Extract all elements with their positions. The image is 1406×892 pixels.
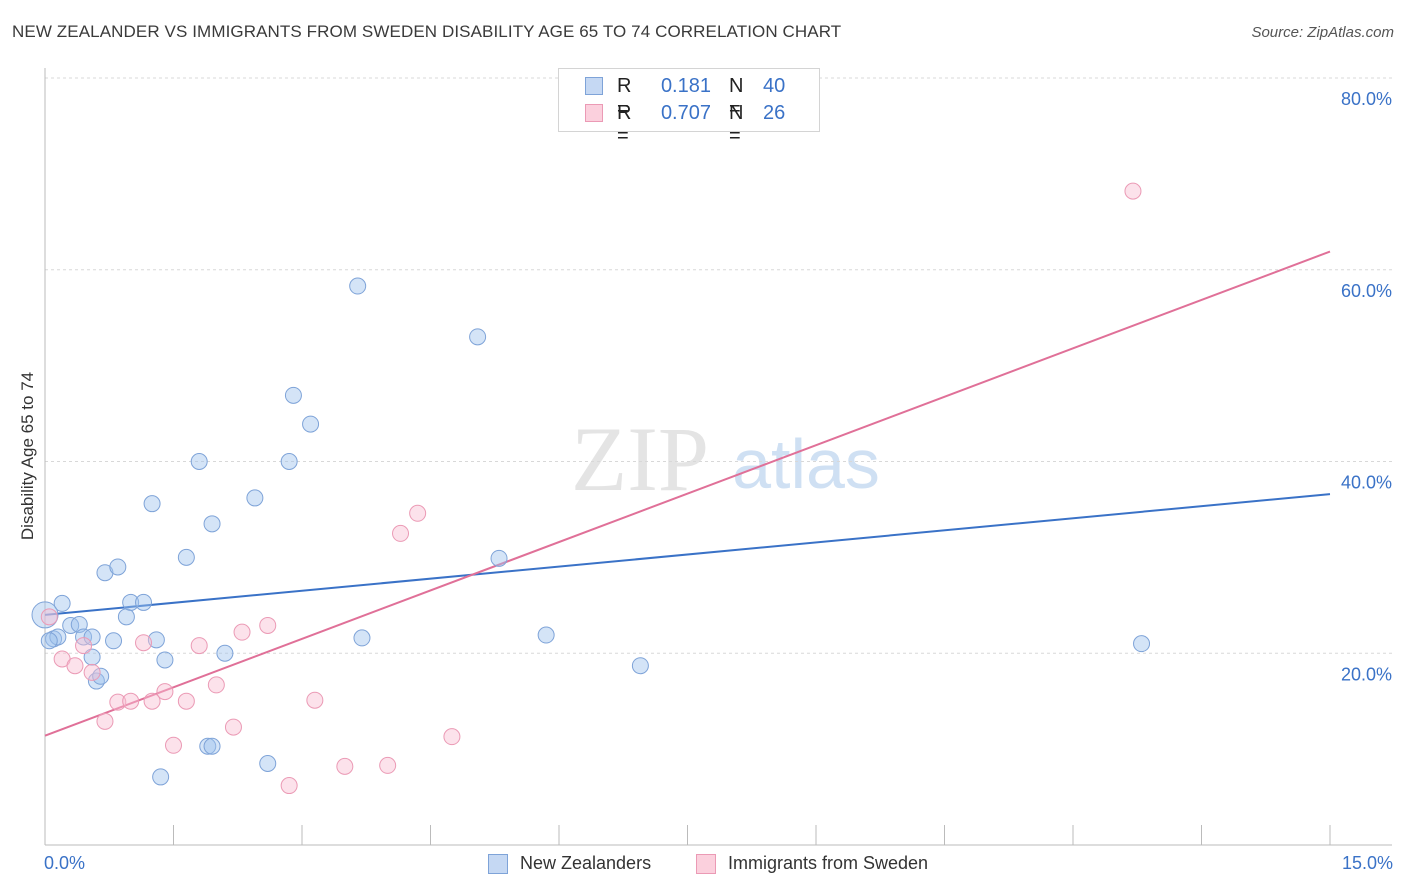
chart-title: NEW ZEALANDER VS IMMIGRANTS FROM SWEDEN … <box>12 22 842 41</box>
point-new-zealanders <box>109 558 127 576</box>
point-immigrants-sweden <box>109 693 127 711</box>
point-new-zealanders <box>53 594 71 612</box>
axes <box>44 68 1392 846</box>
source-label: Source: ZipAtlas.com <box>1251 24 1394 41</box>
point-new-zealanders <box>122 593 140 611</box>
bottom-legend-label: Immigrants from Sweden <box>728 853 929 873</box>
bottom-legend-label: New Zealanders <box>520 853 652 873</box>
point-new-zealanders <box>490 549 508 567</box>
point-new-zealanders <box>92 667 110 685</box>
point-new-zealanders <box>147 631 165 649</box>
point-new-zealanders <box>45 630 63 648</box>
point-immigrants-sweden <box>156 683 174 701</box>
point-new-zealanders <box>1133 635 1151 653</box>
point-immigrants-sweden <box>233 623 251 641</box>
watermark-atlas: atlas <box>732 425 880 503</box>
r-value: 0.707 <box>660 102 711 124</box>
point-immigrants-sweden <box>392 524 410 542</box>
point-new-zealanders <box>75 628 93 646</box>
point-immigrants-sweden <box>40 608 58 626</box>
point-immigrants-sweden <box>224 718 242 736</box>
point-immigrants-sweden <box>66 657 84 675</box>
point-new-zealanders <box>203 737 221 755</box>
point-new-zealanders <box>469 328 487 346</box>
point-new-zealanders <box>40 632 58 650</box>
point-immigrants-sweden <box>75 637 93 655</box>
point-new-zealanders <box>353 629 371 647</box>
point-immigrants-sweden <box>177 692 195 710</box>
r-value: 0.181 <box>660 75 711 97</box>
x-tick-label-min: 0.0% <box>44 853 85 873</box>
point-new-zealanders <box>62 616 80 634</box>
point-immigrants-sweden <box>165 736 182 754</box>
point-new-zealanders <box>537 626 555 644</box>
y-tick-label: 80.0% <box>1341 89 1392 109</box>
point-new-zealanders <box>216 644 234 662</box>
point-immigrants-sweden <box>259 616 277 634</box>
y-tick-label: 60.0% <box>1341 281 1392 301</box>
point-new-zealanders <box>246 489 264 507</box>
trend-lines <box>44 250 1331 737</box>
point-new-zealanders <box>156 651 174 669</box>
point-immigrants-sweden <box>135 634 153 652</box>
r-label: R = <box>617 75 632 120</box>
point-immigrants-sweden <box>409 504 427 522</box>
n-label: N = <box>729 75 744 120</box>
point-immigrants-sweden <box>83 663 101 681</box>
y-axis-label: Disability Age 65 to 74 <box>18 371 37 541</box>
point-immigrants-sweden <box>190 637 208 655</box>
point-immigrants-sweden <box>443 728 461 746</box>
x-tick-label-max: 15.0% <box>1342 853 1393 873</box>
point-new-zealanders <box>49 628 67 646</box>
point-new-zealanders <box>143 495 161 513</box>
point-immigrants-sweden <box>207 676 225 694</box>
y-tick-label: 20.0% <box>1341 664 1392 684</box>
point-new-zealanders <box>135 593 153 611</box>
bottom-legend-swatch-blue <box>488 854 508 874</box>
point-new-zealanders <box>199 737 217 755</box>
point-new-zealanders <box>631 657 649 675</box>
stats-legend: R = 0.181 N = 40 R = 0.707 N = 26 <box>558 68 820 147</box>
point-new-zealanders <box>31 601 59 629</box>
data-points <box>31 182 1151 795</box>
point-immigrants-sweden <box>143 692 161 710</box>
n-label: N = <box>729 102 744 147</box>
point-new-zealanders <box>349 277 367 295</box>
point-new-zealanders <box>302 415 320 433</box>
bottom-legend-swatch-pink <box>696 854 716 874</box>
watermark-zip: ZIP <box>571 408 709 510</box>
tick-labels: 20.0% 40.0% 60.0% 80.0% 0.0% 15.0% <box>44 89 1393 873</box>
point-immigrants-sweden <box>96 712 114 730</box>
trend-line-new-zealanders <box>44 493 1331 616</box>
point-immigrants-sweden <box>122 692 140 710</box>
n-value: 26 <box>763 102 786 124</box>
point-new-zealanders <box>280 453 298 470</box>
legend-swatch-blue <box>585 77 603 95</box>
point-immigrants-sweden <box>306 691 324 709</box>
point-new-zealanders <box>203 515 221 533</box>
legend-swatch-pink <box>585 104 603 122</box>
point-immigrants-sweden <box>336 757 354 775</box>
point-new-zealanders <box>190 453 208 470</box>
point-new-zealanders <box>83 628 101 646</box>
point-immigrants-sweden <box>1124 182 1142 200</box>
watermark: ZIP atlas <box>571 408 880 510</box>
point-new-zealanders <box>152 768 170 786</box>
point-new-zealanders <box>259 755 277 773</box>
point-immigrants-sweden <box>379 756 397 774</box>
point-new-zealanders <box>284 386 302 404</box>
point-new-zealanders <box>117 608 135 626</box>
r-label: R = <box>617 102 632 147</box>
y-tick-label: 40.0% <box>1341 473 1392 493</box>
gridlines <box>45 77 1392 654</box>
point-new-zealanders <box>177 548 195 566</box>
trend-line-immigrants-sweden <box>44 250 1331 737</box>
point-new-zealanders <box>83 648 101 666</box>
point-immigrants-sweden <box>280 777 298 795</box>
point-new-zealanders <box>105 632 123 650</box>
n-value: 40 <box>763 75 786 97</box>
